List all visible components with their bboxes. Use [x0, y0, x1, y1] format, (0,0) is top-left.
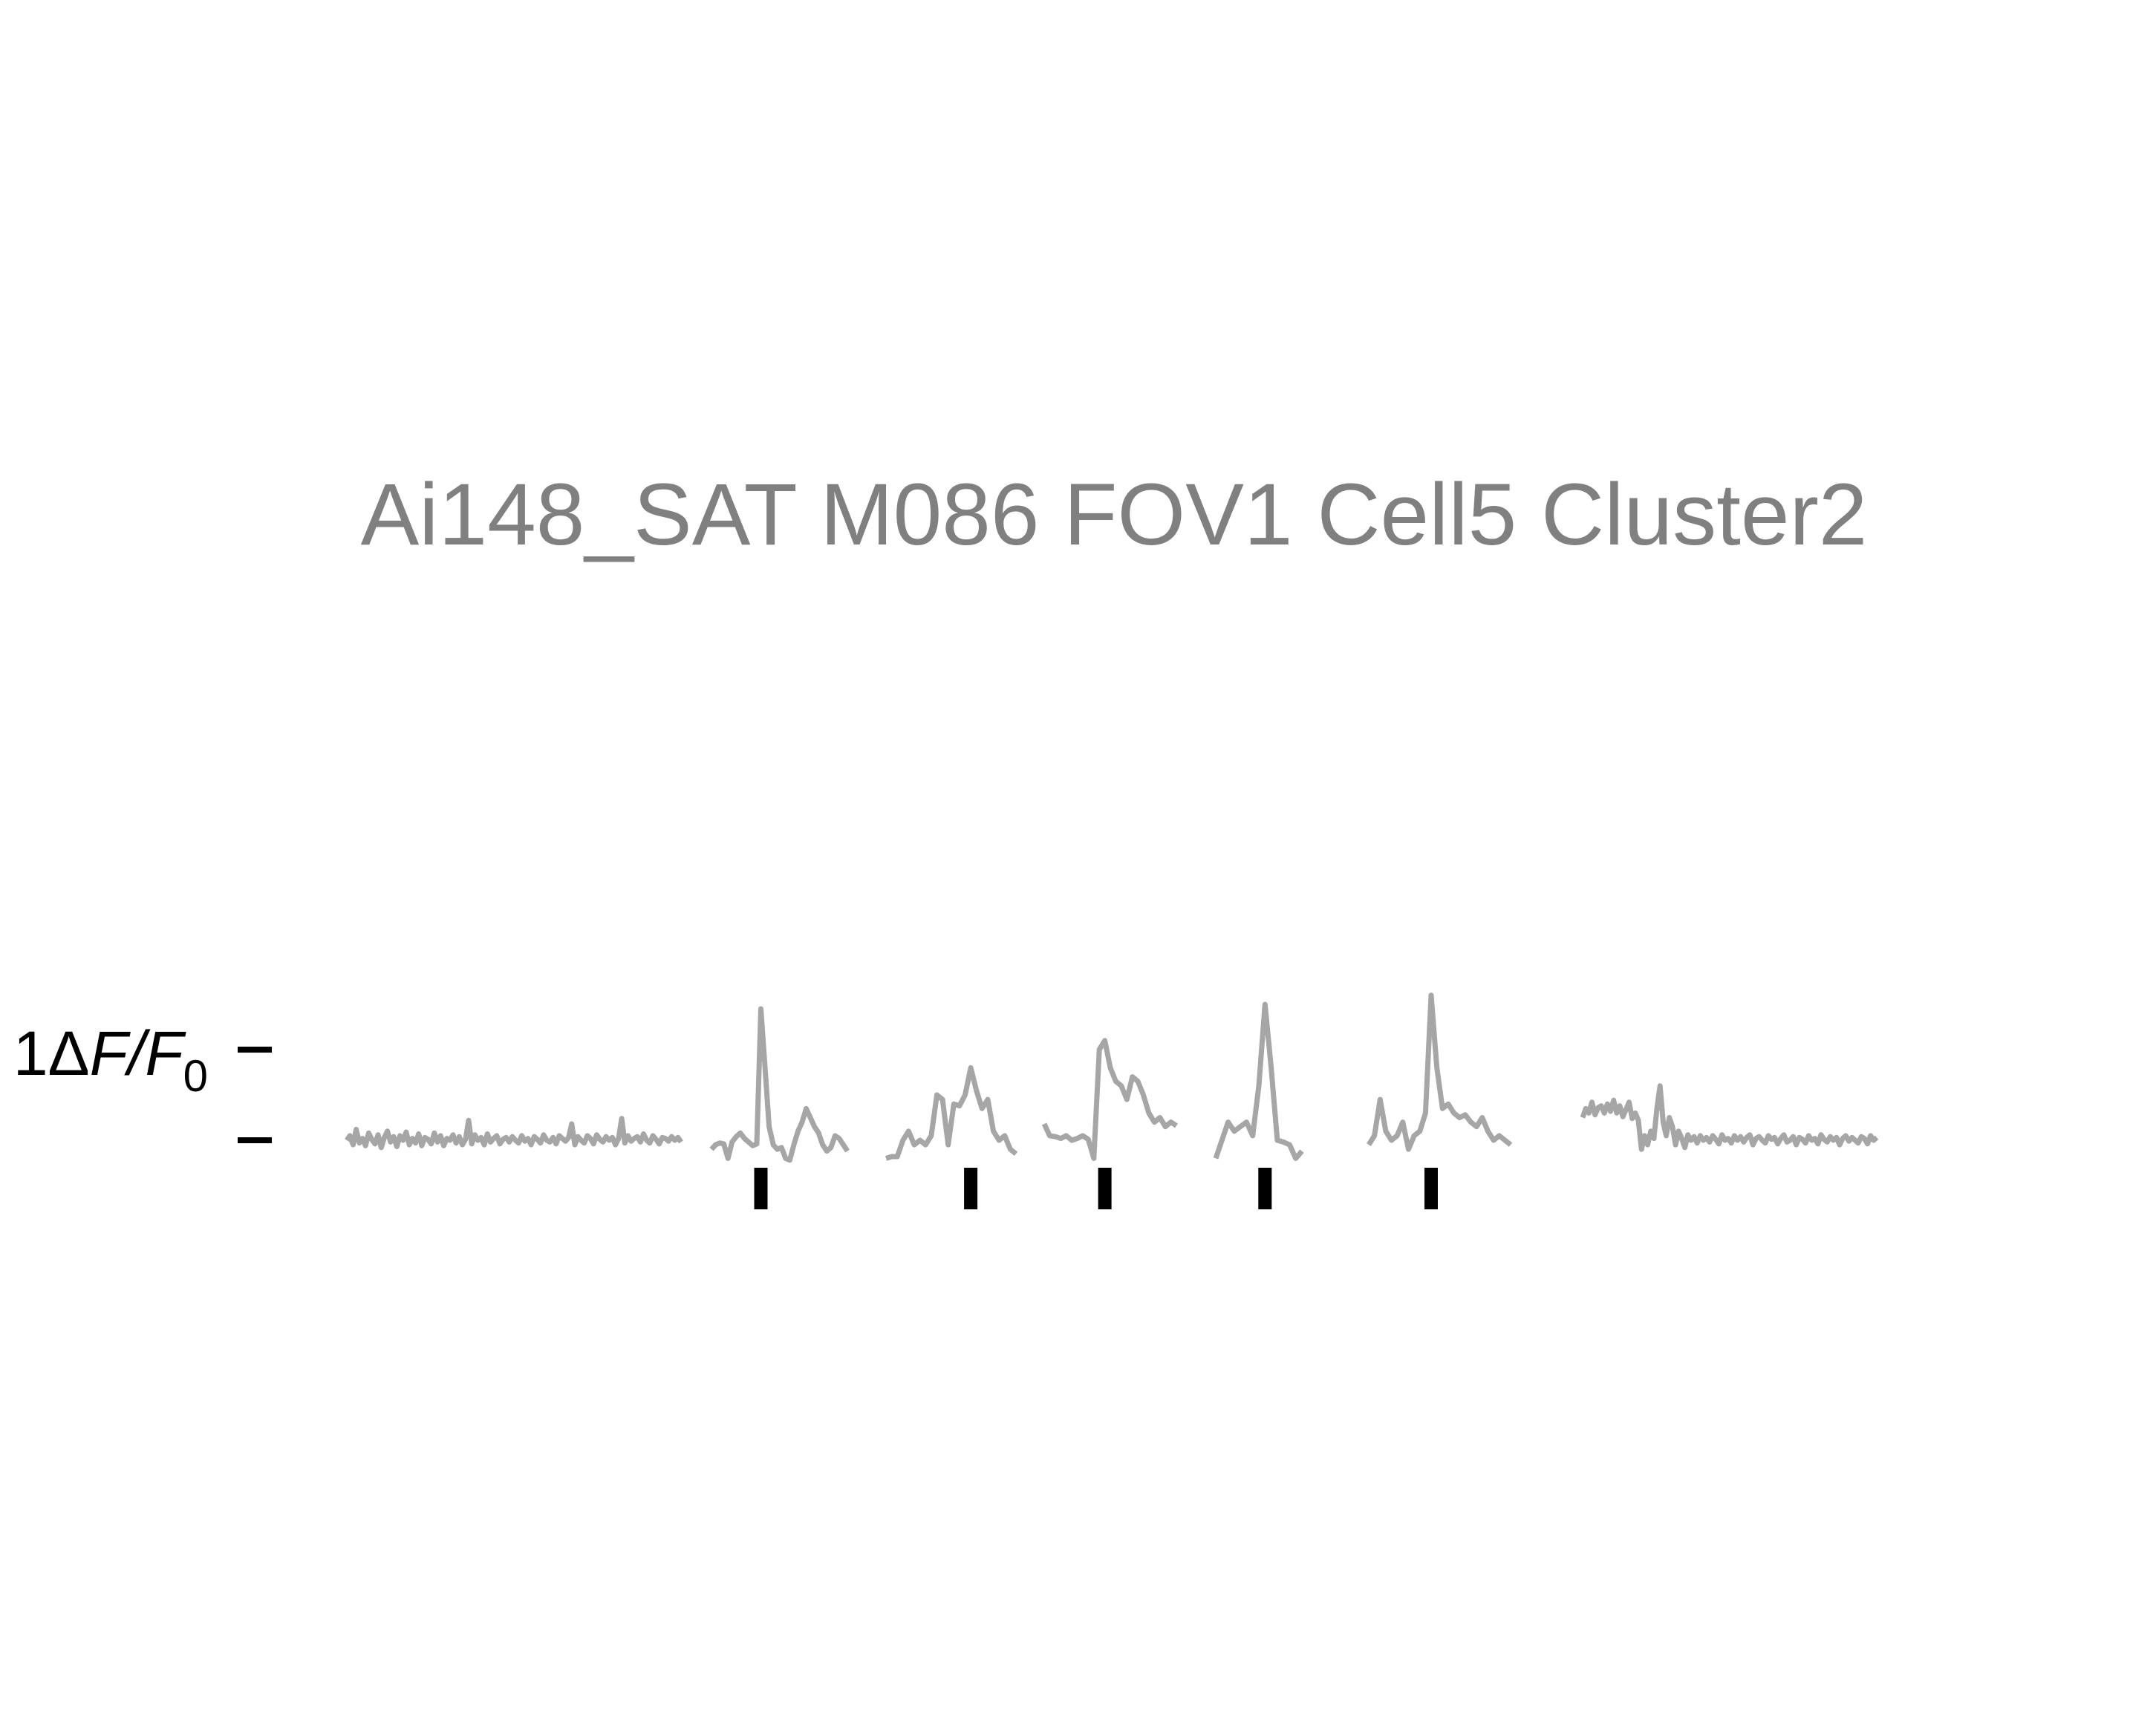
stim-marker-1 — [754, 1168, 768, 1209]
trace-stim-2 — [885, 1064, 1018, 1161]
y-label-f: F — [90, 1018, 131, 1088]
trace-baseline — [345, 1116, 683, 1151]
stim-marker-3 — [1098, 1168, 1112, 1209]
y-label-delta: Δ — [48, 1018, 90, 1088]
scale-bar — [238, 1047, 272, 1143]
y-label-prefix: 1 — [13, 1018, 48, 1088]
stimulus-markers — [754, 1168, 1438, 1209]
trace-stim-1 — [709, 1006, 850, 1163]
trace-post — [1580, 1083, 1879, 1152]
y-label-f0: F — [145, 1018, 186, 1088]
stim-marker-5 — [1424, 1168, 1438, 1209]
traces — [345, 992, 1879, 1163]
y-axis-label: 1ΔF/F0 — [13, 1018, 208, 1101]
trace-stim-3 — [1041, 1038, 1178, 1161]
stim-marker-2 — [964, 1168, 978, 1209]
trace-stim-5 — [1367, 992, 1513, 1152]
y-label-subscript: 0 — [183, 1051, 208, 1101]
trace-stim-4 — [1213, 1001, 1304, 1161]
chart-title: Ai148_SAT M086 FOV1 Cell5 Cluster2 — [361, 466, 1868, 564]
stim-marker-4 — [1258, 1168, 1272, 1209]
